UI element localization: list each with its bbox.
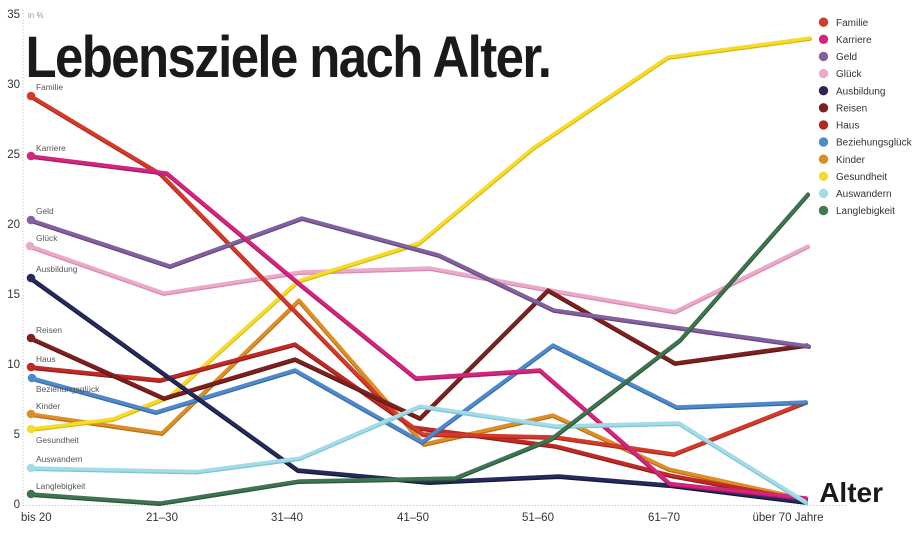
svg-text:Gesundheit: Gesundheit [836,172,887,183]
svg-text:Glück: Glück [36,233,58,243]
svg-text:Ausbildung: Ausbildung [36,264,78,274]
svg-text:Lebensziele nach Alter.: Lebensziele nach Alter. [26,25,551,90]
svg-text:21–30: 21–30 [146,512,178,524]
svg-text:61–70: 61–70 [648,512,680,524]
svg-text:15: 15 [7,289,20,301]
svg-text:41–50: 41–50 [397,512,429,524]
svg-text:Auswandern: Auswandern [36,454,83,464]
svg-text:Reisen: Reisen [36,325,62,335]
svg-text:Gesundheit: Gesundheit [36,435,80,445]
svg-text:Kinder: Kinder [836,155,866,166]
svg-text:31–40: 31–40 [271,512,303,524]
svg-text:Glück: Glück [836,69,863,80]
svg-text:über 70 Jahre: über 70 Jahre [753,512,824,524]
svg-text:Familie: Familie [836,18,869,29]
svg-text:20: 20 [7,219,20,231]
svg-text:Auswandern: Auswandern [836,189,892,200]
svg-text:Karriere: Karriere [836,35,872,46]
svg-text:Familie: Familie [36,82,63,92]
svg-text:Langlebigkeit: Langlebigkeit [836,206,895,217]
svg-text:Beziehungsglück: Beziehungsglück [36,384,100,394]
svg-text:51–60: 51–60 [522,512,554,524]
svg-text:Langlebigkeit: Langlebigkeit [36,481,86,491]
svg-text:25: 25 [7,149,20,161]
svg-text:Haus: Haus [836,121,859,132]
svg-text:Karriere: Karriere [36,143,66,153]
svg-text:bis 20: bis 20 [21,512,52,524]
svg-text:Ausbildung: Ausbildung [836,86,885,97]
svg-text:35: 35 [7,9,20,21]
svg-text:in %: in % [28,11,44,20]
svg-text:Reisen: Reisen [836,103,867,114]
svg-text:Geld: Geld [836,52,857,63]
svg-text:0: 0 [14,499,20,511]
svg-text:30: 30 [7,79,20,91]
svg-text:Kinder: Kinder [36,401,60,411]
svg-text:Alter: Alter [819,477,883,508]
svg-text:10: 10 [7,359,20,371]
svg-text:Haus: Haus [36,354,56,364]
svg-text:Geld: Geld [36,206,54,216]
svg-text:Beziehungsglück: Beziehungsglück [836,138,913,149]
svg-text:5: 5 [14,429,20,441]
